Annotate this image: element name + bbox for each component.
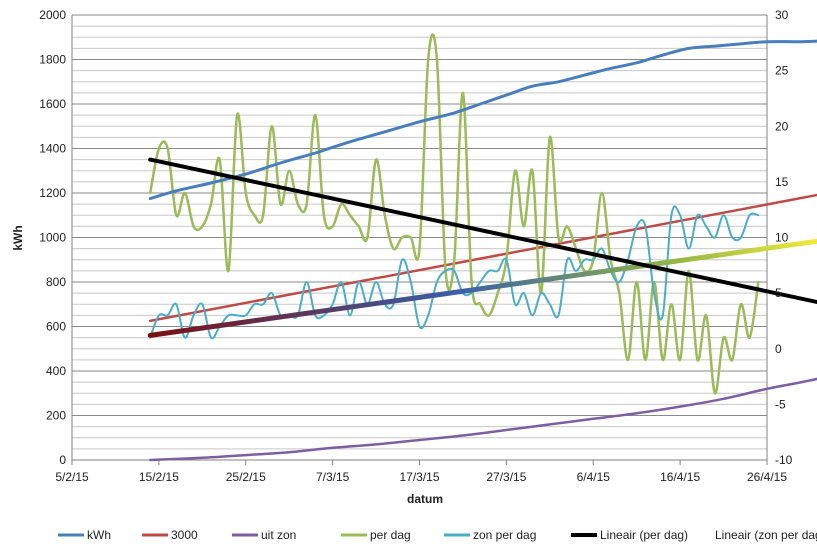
y-tick-label: 1800 xyxy=(39,53,66,67)
series-line-lineair-zon-per-dag xyxy=(147,238,817,338)
series-line-kwh xyxy=(148,39,817,201)
series-line-uit-zon xyxy=(148,377,817,462)
y-tick-label: 1400 xyxy=(39,142,66,156)
y2-tick-label: 10 xyxy=(775,231,789,245)
legend-label-3000: 3000 xyxy=(171,528,198,542)
y2-tick-label: 30 xyxy=(775,8,789,22)
x-tick-label: 26/4/15 xyxy=(747,470,787,484)
y2-tick-label: 15 xyxy=(775,175,789,189)
y2-tick-label: 25 xyxy=(775,64,789,78)
legend-label-lineair-per-dag: Lineair (per dag) xyxy=(600,528,688,542)
legend-label-per-dag: per dag xyxy=(370,528,411,542)
y2-tick-label: -5 xyxy=(775,397,786,411)
y-tick-label: 800 xyxy=(46,275,66,289)
series-group xyxy=(147,33,817,462)
y2-tick-label: -10 xyxy=(775,453,793,467)
y-tick-label: 600 xyxy=(46,320,66,334)
x-tick-label: 5/2/15 xyxy=(55,470,89,484)
legend-label-lineair-zon-per-dag: Lineair (zon per dag) xyxy=(715,528,817,542)
y-tick-label: 0 xyxy=(59,453,66,467)
y-tick-label: 2000 xyxy=(39,8,66,22)
series-line-3000 xyxy=(148,193,817,323)
y-tick-label: 400 xyxy=(46,364,66,378)
x-tick-label: 27/3/15 xyxy=(486,470,526,484)
legend-label-uit-zon: uit zon xyxy=(261,528,296,542)
series-line-lineair-per-dag xyxy=(148,157,817,305)
legend-label-zon-per-dag: zon per dag xyxy=(473,528,536,542)
axes xyxy=(71,15,768,465)
series-line-zon-per-dag xyxy=(149,205,760,340)
y-tick-label: 1200 xyxy=(39,186,66,200)
x-tick-label: 17/3/15 xyxy=(399,470,439,484)
y2-tick-label: 20 xyxy=(775,119,789,133)
x-axis-title: datum xyxy=(407,492,443,506)
y-tick-label: 200 xyxy=(46,409,66,423)
x-tick-label: 16/4/15 xyxy=(660,470,700,484)
series-line-per-dag xyxy=(148,33,760,395)
tick-labels: 0200400600800100012001400160018002000-10… xyxy=(39,8,792,484)
x-tick-label: 25/2/15 xyxy=(226,470,266,484)
x-tick-label: 6/4/15 xyxy=(577,470,611,484)
y-axis-title: kWh xyxy=(11,225,25,250)
legend-label-kwh: kWh xyxy=(87,528,111,542)
y-tick-label: 1600 xyxy=(39,97,66,111)
legend: kWh 3000 uit zon per dag zon per dag Lineair … xyxy=(58,528,817,542)
y2-tick-label: 5 xyxy=(775,286,782,300)
x-tick-label: 15/2/15 xyxy=(139,470,179,484)
y2-tick-label: 0 xyxy=(775,342,782,356)
x-tick-label: 7/3/15 xyxy=(316,470,350,484)
y-tick-label: 1000 xyxy=(39,231,66,245)
